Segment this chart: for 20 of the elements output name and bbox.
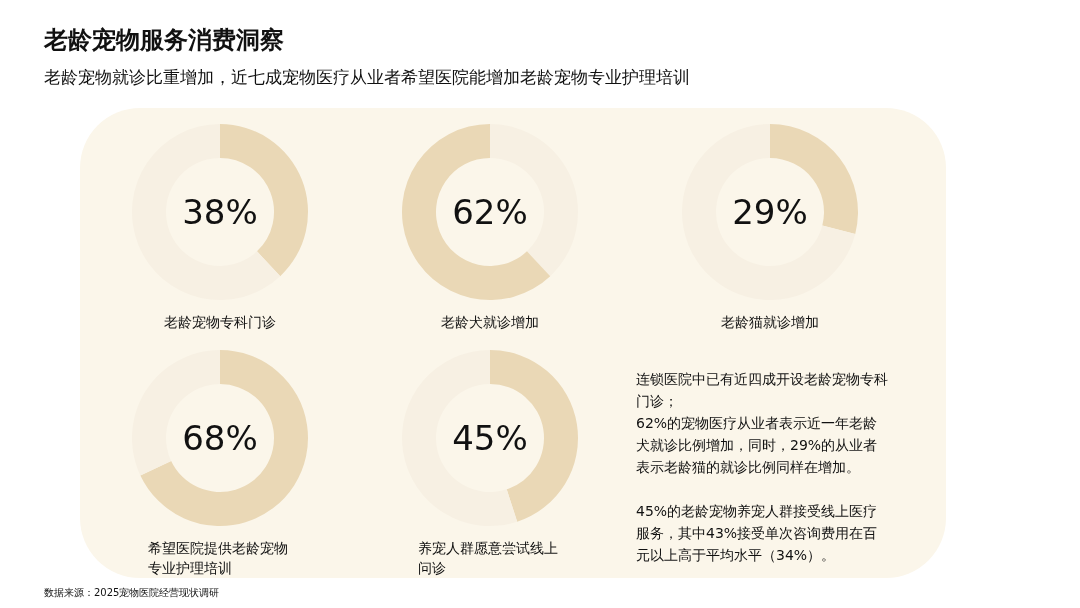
source-note: 数据来源：2025宠物医院经营现状调研 xyxy=(44,586,220,600)
text: 62% xyxy=(452,192,528,232)
donut-slice xyxy=(682,124,856,300)
text: 老龄宠物就诊比重增加，近七成宠物医疗从业者希望医院能增加老龄宠物专业护理培训 xyxy=(44,66,690,89)
text: 老龄宠物服务消费洞察 xyxy=(44,25,284,56)
text: 62%的宠物医疗从业者表示近一年老龄犬就诊比例增加，同时，29%的从业者表示老龄猫的就诊比例同样在增加。 xyxy=(636,414,879,477)
text: 老龄犬就诊增加 xyxy=(440,313,540,332)
text: 老龄宠物专科门诊 xyxy=(163,313,277,332)
text: 养宠人群愿意尝试线上问诊 xyxy=(418,539,559,578)
donut-slice xyxy=(132,124,281,300)
text: 45%的老龄宠物养宠人群接受线上医疗服务，其中43%接受单次咨询费用在百元以上高于平均水平（34%）。 xyxy=(636,502,879,565)
text: 希望医院提供老龄宠物专业护理培训 xyxy=(148,539,289,578)
text: 老龄猫就诊增加 xyxy=(720,313,820,332)
text: 29% xyxy=(732,192,808,232)
donut-slice xyxy=(402,124,551,300)
text: 38% xyxy=(182,192,258,232)
text: 连锁医院中已有近四成开设老龄宠物专科门诊； xyxy=(636,370,888,411)
text: 45% xyxy=(452,418,528,458)
text: 68% xyxy=(182,418,258,458)
donut-slice xyxy=(140,350,308,526)
